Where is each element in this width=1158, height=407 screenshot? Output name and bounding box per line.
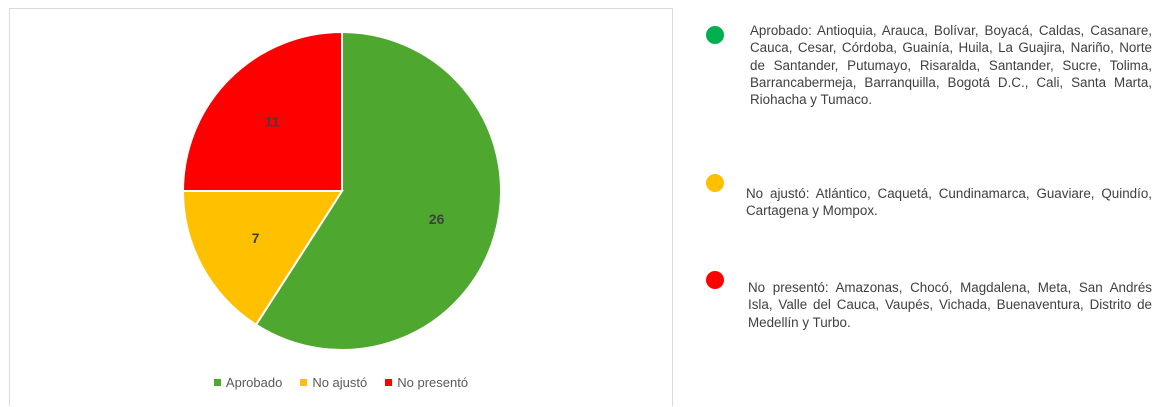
note-no-ajusto-text: No ajustó: Atlántico, Caquetá, Cundinama…	[746, 186, 1152, 219]
status-notes: Aprobado: Antioquia, Arauca, Bolívar, Bo…	[706, 0, 1152, 406]
legend-label-no-presento: No presentó	[397, 375, 469, 390]
legend-item-no-ajusto: No ajustó	[300, 375, 367, 390]
red-dot-icon	[706, 271, 724, 289]
data-label-no-ajusto: 7	[252, 230, 260, 246]
data-label-no-presento: 11	[265, 113, 280, 129]
legend-item-aprobado: Aprobado	[213, 375, 283, 390]
pie-chart-frame: 26 7 11 Aprobado No ajustó No presentó	[9, 8, 673, 406]
legend-swatch-no-ajusto	[300, 379, 308, 386]
pie-slice-no-presento	[181, 30, 343, 192]
data-label-aprobado: 26	[429, 211, 445, 227]
pie-chart: 26 7 11	[181, 30, 502, 351]
note-no-presento-text: No presentó: Amazonas, Chocó, Magdalena,…	[748, 280, 1152, 330]
pie-slice-no-ajusto	[181, 190, 344, 327]
green-dot-icon	[706, 26, 724, 44]
pie-slice-aprobado	[254, 30, 502, 351]
yellow-dot-icon	[706, 174, 724, 192]
legend-swatch-no-presento	[385, 379, 393, 386]
legend-item-no-presento: No presentó	[385, 375, 468, 390]
note-aprobado-text: Aprobado: Antioquia, Arauca, Bolívar, Bo…	[750, 23, 1152, 108]
legend-swatch-aprobado	[213, 379, 221, 386]
chart-legend: Aprobado No ajustó No presentó	[10, 375, 672, 390]
legend-label-no-ajusto: No ajustó	[312, 375, 368, 390]
legend-label-aprobado: Aprobado	[225, 375, 283, 390]
